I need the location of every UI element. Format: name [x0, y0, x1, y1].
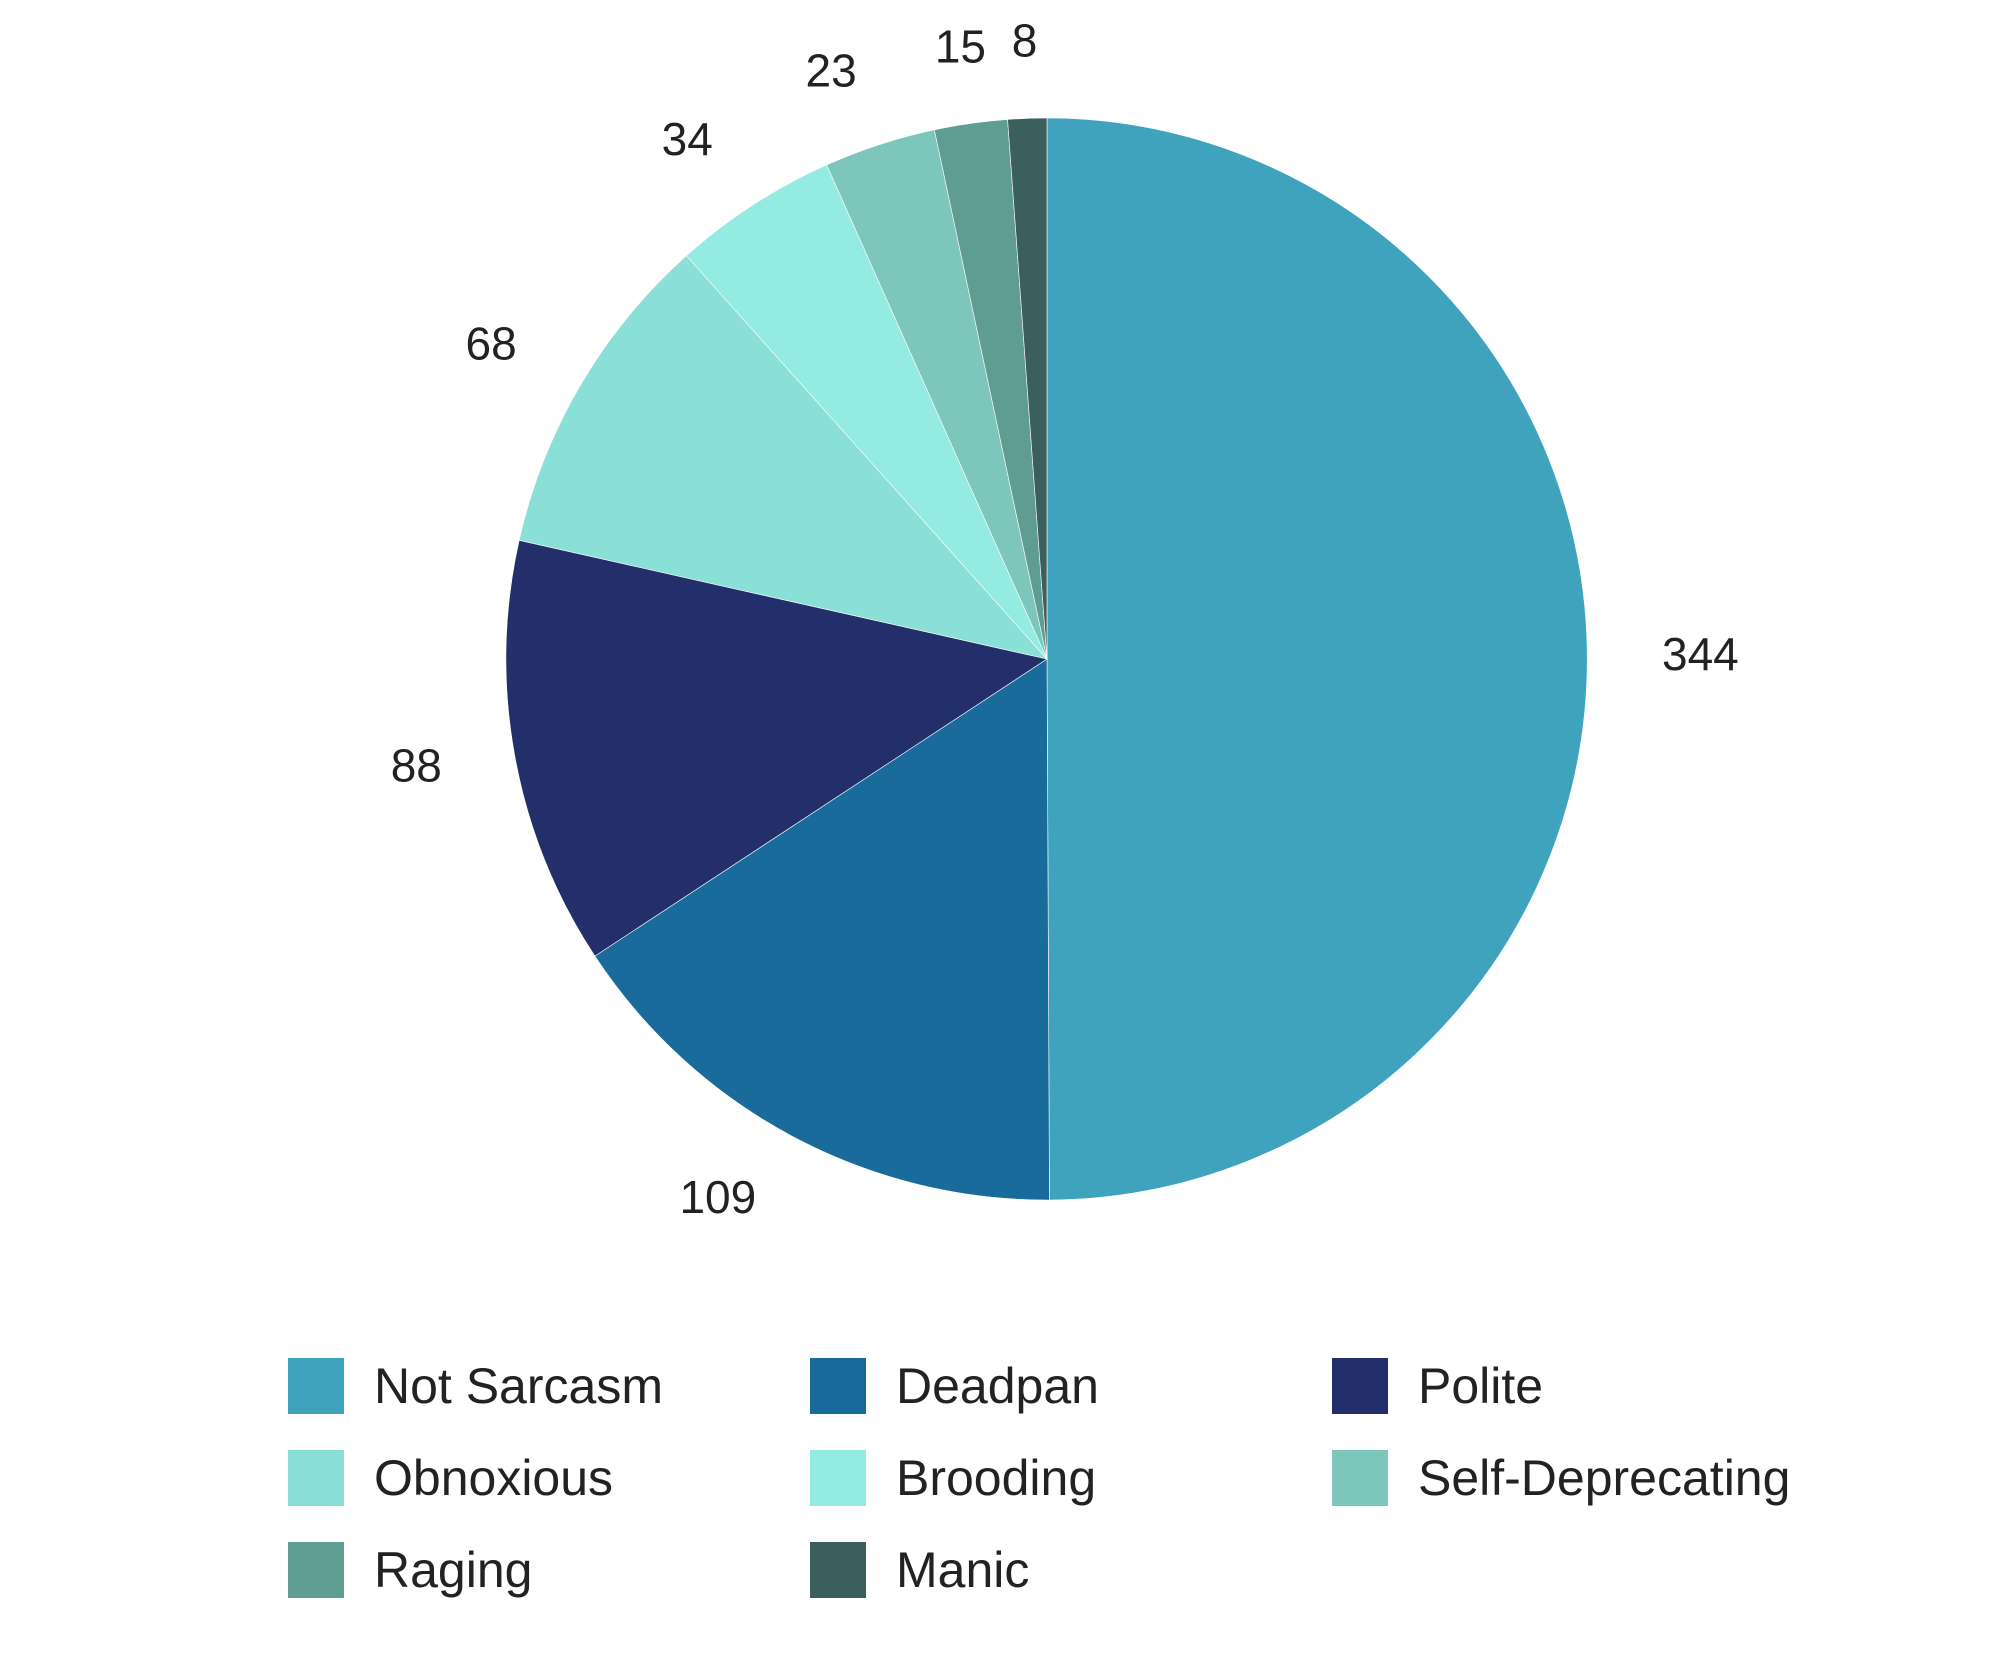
legend-item-manic: Manic [810, 1541, 1332, 1599]
pie-chart: 344 109 88 68 34 23 15 8 [391, 15, 1739, 1224]
legend-item-polite: Polite [1332, 1357, 1854, 1415]
pie-slice-brooding [685, 164, 1048, 660]
pie-slice-manic [1007, 117, 1048, 660]
pie-slice-deadpan [594, 658, 1050, 1201]
legend-swatch-self-deprecating [1332, 1450, 1388, 1506]
slice-value-label-brooding: 34 [662, 113, 713, 165]
pie-slice-obnoxious [518, 255, 1048, 660]
legend-item-brooding: Brooding [810, 1449, 1332, 1507]
legend-label-raging: Raging [374, 1542, 533, 1598]
pie-slice-polite [505, 539, 1048, 957]
legend-item-deadpan: Deadpan [810, 1357, 1332, 1415]
legend-label-not-sarcasm: Not Sarcasm [374, 1358, 663, 1414]
legend-item-obnoxious: Obnoxious [288, 1449, 810, 1507]
slice-value-label-not-sarcasm: 344 [1662, 628, 1739, 680]
slice-value-label-self-deprecating: 23 [806, 44, 857, 96]
legend-swatch-not-sarcasm [288, 1358, 344, 1414]
legend-label-obnoxious: Obnoxious [374, 1450, 614, 1506]
legend-label-polite: Polite [1418, 1358, 1544, 1414]
legend-swatch-obnoxious [288, 1450, 344, 1506]
legend-label-manic: Manic [896, 1542, 1030, 1598]
legend-item-not-sarcasm: Not Sarcasm [288, 1357, 810, 1415]
legend-item-self-deprecating: Self-Deprecating [1332, 1449, 1854, 1507]
legend-swatch-brooding [810, 1450, 866, 1506]
legend-swatch-manic [810, 1542, 866, 1598]
legend-row: Obnoxious Brooding Self-Deprecating [288, 1432, 1888, 1524]
legend-label-self-deprecating: Self-Deprecating [1418, 1450, 1791, 1506]
legend-swatch-raging [288, 1542, 344, 1598]
slice-value-label-polite: 88 [391, 739, 442, 791]
legend-row: Not Sarcasm Deadpan Polite [288, 1340, 1888, 1432]
slice-value-label-raging: 15 [935, 20, 986, 72]
slice-value-label-obnoxious: 68 [466, 318, 517, 370]
chart-legend: Not Sarcasm Deadpan Polite Obnoxious Broodin… [288, 1340, 1888, 1616]
legend-row: Raging Manic [288, 1524, 1888, 1616]
legend-swatch-deadpan [810, 1358, 866, 1414]
legend-swatch-polite [1332, 1358, 1388, 1414]
legend-label-brooding: Brooding [896, 1450, 1097, 1506]
legend-item-raging: Raging [288, 1541, 810, 1599]
slice-value-label-manic: 8 [1012, 15, 1038, 67]
pie-slice-not-sarcasm [1046, 117, 1588, 1201]
slice-value-label-deadpan: 109 [679, 1171, 756, 1223]
legend-label-deadpan: Deadpan [896, 1358, 1099, 1414]
